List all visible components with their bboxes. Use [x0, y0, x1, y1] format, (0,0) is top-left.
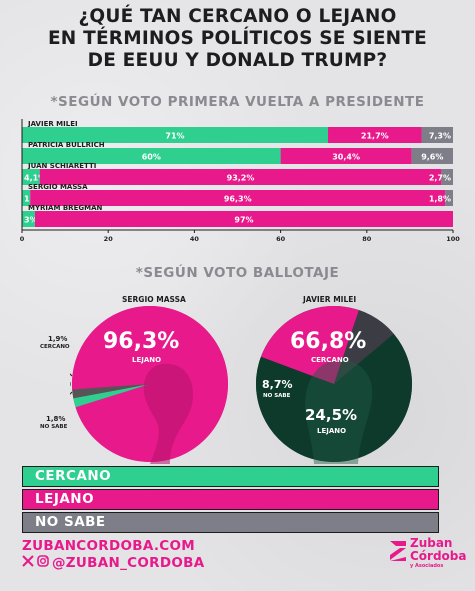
- legend-cercano: CERCANO: [22, 466, 439, 487]
- x-tick-label: 0: [20, 235, 25, 243]
- stacked-bar-chart: JAVIER MILEI 71% 21,7% 7,3% PATRICIA BULLRIC…: [20, 119, 460, 243]
- bar-segment: [22, 190, 31, 206]
- x-tick-label: 80: [362, 235, 372, 243]
- bar-segment: [441, 169, 453, 185]
- title-line: DE EEUU Y DONALD TRUMP?: [87, 50, 388, 71]
- milei-nosabe-pct: 8,7%: [262, 378, 293, 391]
- website-link[interactable]: ZUBANCORDOBA.COM: [22, 538, 195, 554]
- bar-data-label: 21,7%: [361, 132, 389, 141]
- massa-lejano-pct: 96,3%: [103, 329, 180, 354]
- milei-lejano-pct: 24,5%: [305, 406, 358, 424]
- pie-chart-milei: [256, 306, 412, 464]
- pie-slice-cercano: [256, 333, 412, 462]
- x-tick-label: 20: [104, 235, 114, 243]
- subtitle-ballotage: *SEGÚN VOTO BALLOTAJE: [135, 265, 340, 281]
- main-title: ¿QUÉ TAN CERCANO O LEJANO EN TÉRMINOS PO…: [0, 6, 475, 72]
- title-line: ¿QUÉ TAN CERCANO O LEJANO: [78, 6, 397, 27]
- bar-data-label: 97%: [234, 216, 253, 225]
- massa-nosabe-pct: 1,8%: [46, 415, 66, 423]
- bar-data-label: 93,2%: [227, 174, 255, 183]
- bar-segment: [280, 148, 412, 164]
- bar-category-label: JUAN SCHIARETTI: [27, 162, 96, 170]
- massa-nosabe-label: NO SABE: [40, 424, 68, 430]
- pie-title-massa: SERGIO MASSA: [122, 295, 186, 304]
- legend-lejano: LEJANO: [22, 489, 439, 510]
- portrait-silhouette: [143, 363, 194, 464]
- bar-data-label: 30,4%: [332, 153, 360, 162]
- legend-nosabe: NO SABE: [22, 512, 439, 533]
- logo-text-3: y Asociados: [410, 563, 444, 569]
- subtitle-first-round: *SEGÚN VOTO PRIMERA VUELTA A PRESIDENTE: [50, 94, 425, 110]
- bar-segment: [22, 127, 329, 143]
- pie-slice-no-sabe: [334, 310, 394, 384]
- bar-segment: [445, 190, 453, 206]
- title-line: EN TÉRMINOS POLÍTICOS SE SIENTE: [47, 28, 428, 49]
- bar-data-label: 4,1%: [24, 174, 46, 183]
- bar-segment: [411, 148, 453, 164]
- logo-text-2: Córdoba: [410, 549, 467, 563]
- massa-cercano-pct: 1,9%: [48, 335, 68, 343]
- milei-nosabe-label: NO SABE: [263, 393, 291, 399]
- milei-cercano-label: CERCANO: [311, 356, 349, 364]
- milei-lejano-label: LEJANO: [317, 427, 347, 435]
- bar-data-label: 1,8%: [429, 195, 451, 204]
- bar-data-label: 7,3%: [429, 132, 451, 141]
- bar-category-label: SERGIO MASSA: [28, 183, 88, 191]
- milei-cercano-pct: 66,8%: [290, 329, 367, 354]
- logo-text-1: Zuban: [410, 536, 453, 550]
- pie-slice-cercano: [73, 384, 150, 408]
- bar-data-label: 9,6%: [421, 153, 443, 162]
- social-handle[interactable]: @ZUBAN_CORDOBA: [22, 555, 204, 571]
- pie-title-milei: JAVIER MILEI: [303, 295, 357, 304]
- x-tick-label: 40: [190, 235, 200, 243]
- bar-segment: [22, 211, 35, 227]
- bar-segment: [421, 127, 453, 143]
- bar-data-label: 60%: [142, 153, 161, 162]
- bar-data-label: 71%: [165, 132, 184, 141]
- pie-slice-no-sabe: [72, 384, 150, 399]
- massa-lejano-label: LEJANO: [132, 356, 162, 364]
- bar-category-label: JAVIER MILEI: [27, 120, 78, 128]
- logo-mark-icon: [390, 541, 406, 561]
- bar-data-label: 2,7%: [429, 174, 451, 183]
- zuban-cordoba-logo: Zuban Córdoba y Asociados: [388, 530, 467, 576]
- pie-chart-massa: [70, 306, 228, 464]
- bar-data-label: 3%: [24, 216, 38, 225]
- bar-segment: [39, 169, 442, 185]
- bar-segment: [22, 148, 281, 164]
- bar-data-label: 96,3%: [224, 195, 252, 204]
- massa-cercano-label: CERCANO: [40, 344, 70, 350]
- x-icon[interactable]: [22, 555, 34, 571]
- portrait-silhouette: [305, 359, 373, 464]
- pie-slice-lejano: [260, 306, 359, 384]
- bar-category-label: PATRICIA BULLRICH: [28, 141, 105, 149]
- x-tick-label: 60: [276, 235, 286, 243]
- instagram-icon[interactable]: [37, 555, 49, 571]
- bar-category-label: MYRIAM BREGMAN: [28, 204, 102, 212]
- social-handle-text: @ZUBAN_CORDOBA: [52, 555, 205, 571]
- bar-segment: [22, 169, 40, 185]
- bar-segment: [34, 211, 454, 227]
- x-tick-label: 100: [446, 235, 460, 243]
- bar-segment: [328, 127, 422, 143]
- bar-segment: [30, 190, 446, 206]
